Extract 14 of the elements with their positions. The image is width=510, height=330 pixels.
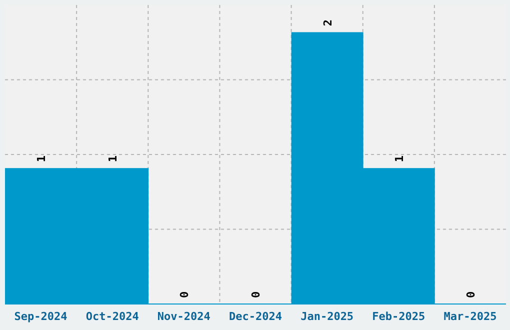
data-label: 1: [392, 155, 406, 162]
data-label: 1: [35, 155, 48, 162]
x-tick-label: Sep-2024: [14, 310, 68, 323]
data-label: 0: [178, 291, 192, 298]
data-label: 0: [464, 291, 478, 298]
data-label: 2: [321, 20, 334, 26]
x-tick-label: Feb-2025: [372, 310, 426, 323]
x-tick-label: Jan-2025: [300, 310, 354, 323]
data-label: 1: [106, 155, 120, 162]
data-label: 0: [250, 291, 263, 298]
x-tick-label: Oct-2024: [86, 310, 140, 323]
x-tick-label: Dec-2024: [229, 310, 282, 323]
x-tick-label: Nov-2024: [157, 310, 211, 323]
x-tick-label: Mar-2025: [444, 310, 497, 323]
